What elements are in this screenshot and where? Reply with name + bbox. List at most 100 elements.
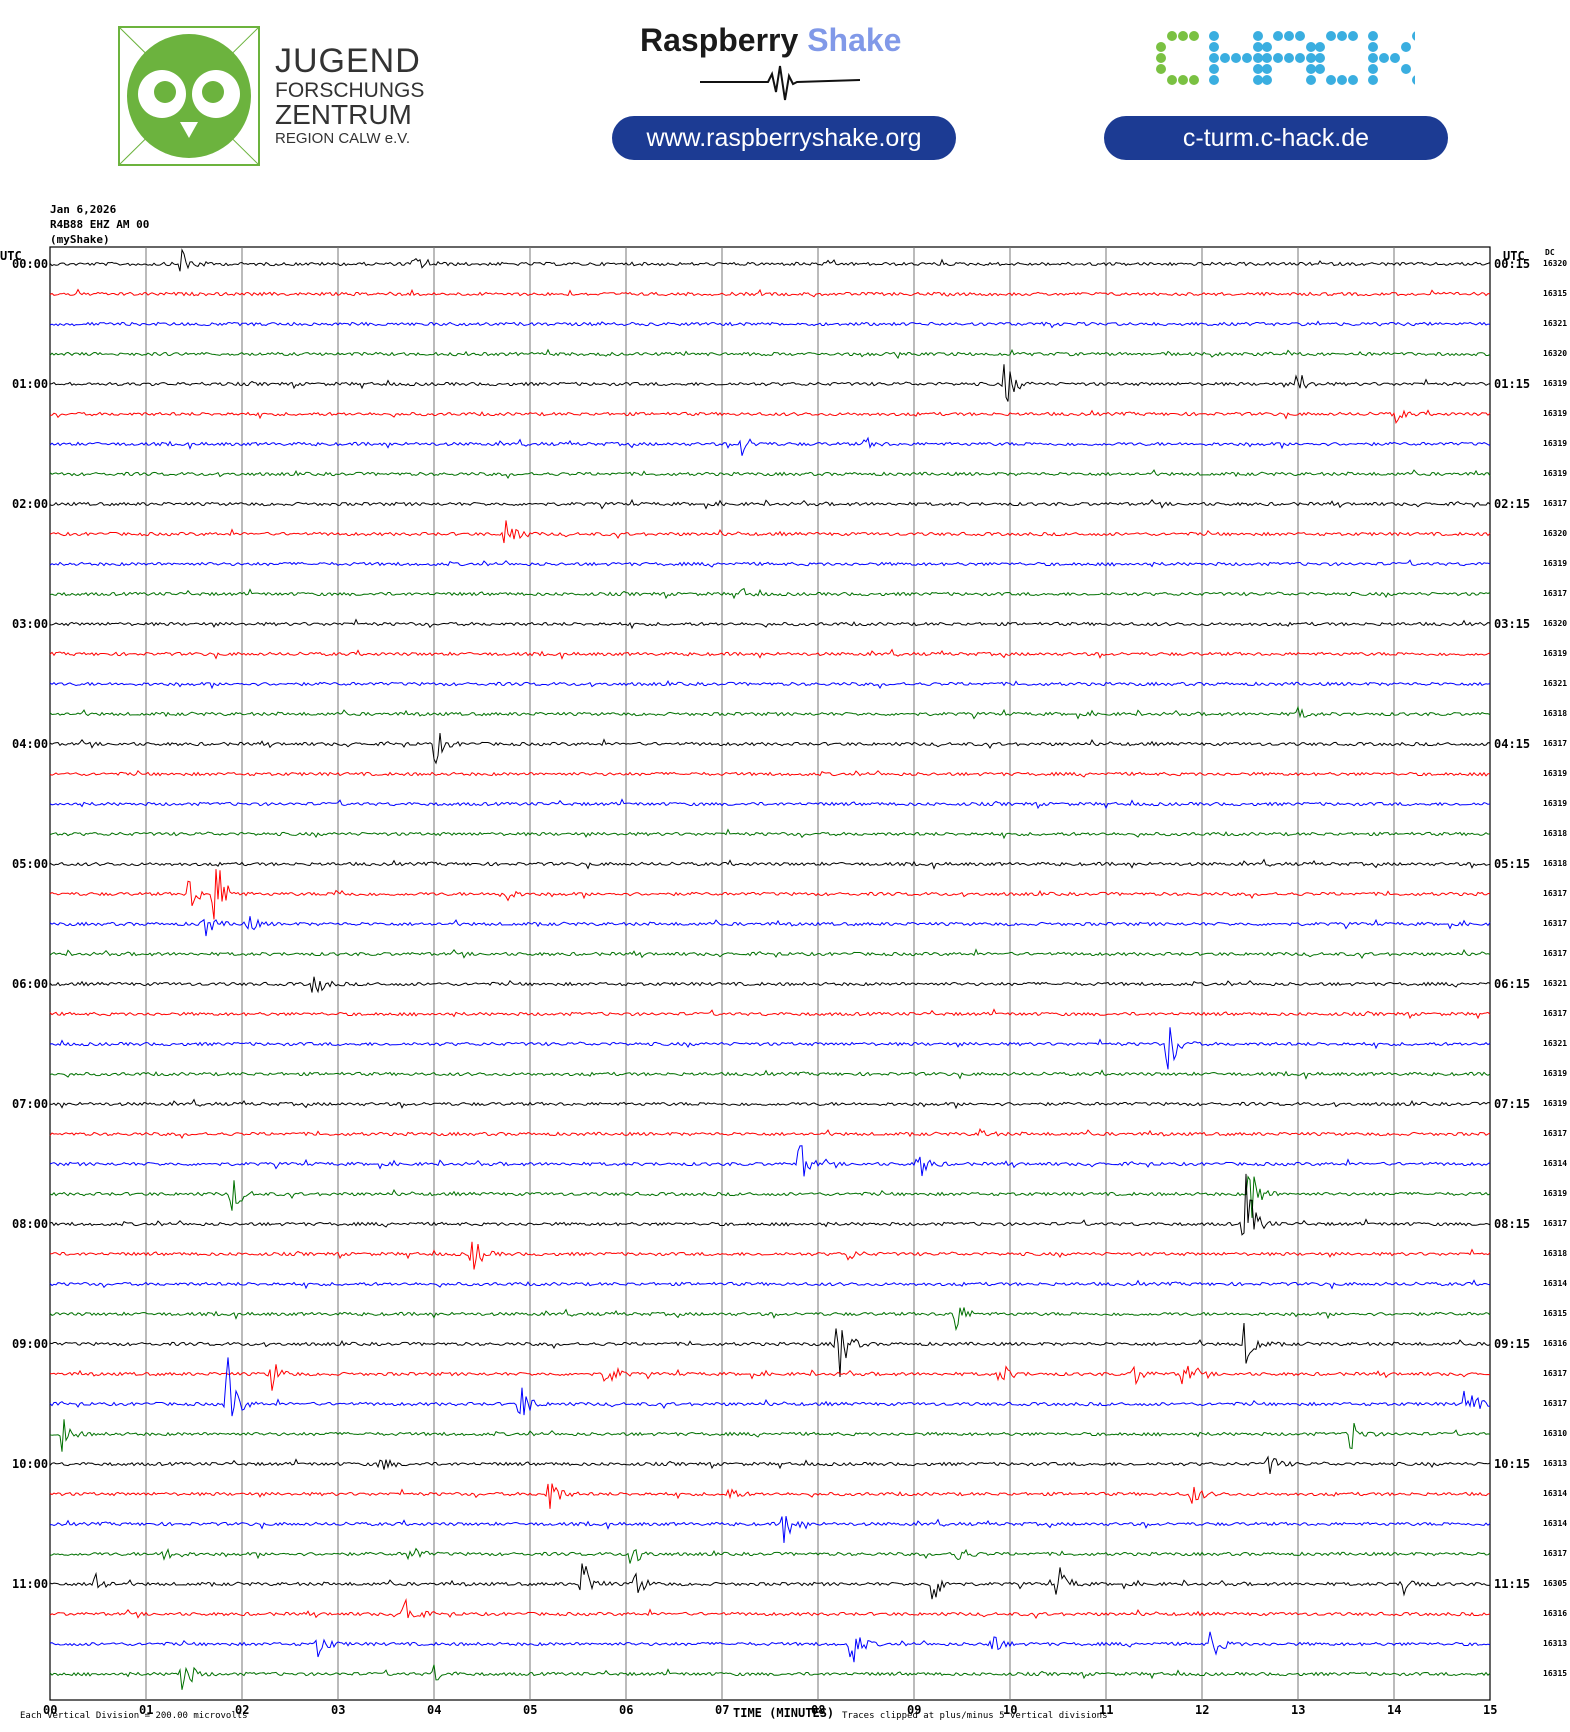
x-tick-label: 04 (427, 1703, 442, 1717)
trace-row-9 (49, 520, 1491, 544)
chack-dot (1178, 31, 1188, 41)
raspberry-shake-logo: Raspberry Shake (640, 22, 930, 59)
chack-dot (1156, 64, 1166, 74)
chack-dot (1379, 53, 1389, 63)
footer-clip: Traces clipped at plus/minus 5 vertical … (842, 1711, 1108, 1721)
chack-dot (1306, 64, 1316, 74)
chack-dot (1284, 31, 1294, 41)
chack-dot (1156, 53, 1166, 63)
hour-label-right: 06:15 (1494, 977, 1531, 991)
dc-value: 16317 (1543, 1399, 1568, 1408)
dc-value: 16321 (1543, 319, 1568, 328)
trace-row-27 (49, 1069, 1491, 1080)
x-tick-label: 13 (1291, 1703, 1306, 1717)
chack-dot (1167, 75, 1177, 85)
chack-dot (1326, 31, 1336, 41)
chack-dot (1368, 53, 1378, 63)
dc-value: 16314 (1543, 1159, 1568, 1168)
hour-label-right: 05:15 (1494, 857, 1531, 871)
dc-value: 16318 (1543, 829, 1568, 838)
trace-row-33 (50, 1241, 1491, 1270)
chack-dot (1262, 75, 1272, 85)
dc-value: 16319 (1543, 379, 1568, 388)
chack-dot (1253, 42, 1263, 52)
rs-word-1: Raspberry (640, 22, 799, 58)
jfz-line-1: JUGEND (275, 42, 421, 80)
hour-label-left: 06:00 (12, 977, 49, 991)
dc-value: 16317 (1543, 1009, 1568, 1018)
x-tick-label: 15 (1483, 1703, 1498, 1717)
hour-label-right: 00:15 (1494, 257, 1531, 271)
chack-dot (1348, 75, 1358, 85)
trace-row-26 (49, 1027, 1491, 1070)
chack-dot (1401, 42, 1411, 52)
rs-word-2: Shake (807, 22, 902, 58)
chack-dot (1295, 31, 1305, 41)
trace-row-24 (49, 976, 1491, 994)
hour-label-left: 04:00 (12, 737, 49, 751)
x-tick-label: 14 (1387, 1703, 1402, 1717)
trace-row-25 (49, 1008, 1491, 1020)
x-tick-label: 12 (1195, 1703, 1210, 1717)
dc-value: 16320 (1543, 619, 1568, 628)
dc-value: 16317 (1543, 1129, 1568, 1138)
hour-label-left: 01:00 (12, 377, 49, 391)
dc-value: 16319 (1543, 559, 1568, 568)
chack-dot (1253, 31, 1263, 41)
dc-value: 16318 (1543, 709, 1568, 718)
traces (49, 248, 1491, 1690)
chack-dot (1368, 31, 1378, 41)
hour-label-right: 08:15 (1494, 1217, 1531, 1231)
trace-row-17 (49, 769, 1490, 778)
chack-dot (1368, 75, 1378, 85)
trace-row-3 (49, 348, 1491, 360)
trace-row-29 (49, 1128, 1491, 1140)
trace-row-0 (49, 248, 1491, 272)
chack-logo (1156, 31, 1415, 85)
header-station: R4B88 EHZ AM 00 (50, 218, 150, 231)
chack-dot (1306, 53, 1316, 63)
dc-value: 16317 (1543, 499, 1568, 508)
hour-label-left: 05:00 (12, 857, 49, 871)
jfz-line-3: ZENTRUM (275, 99, 412, 130)
chack-dot (1178, 75, 1188, 85)
chack-dot (1209, 64, 1219, 74)
chack-dot (1262, 53, 1272, 63)
x-tick-label: 11 (1099, 1703, 1114, 1717)
trace-row-21 (49, 869, 1491, 920)
dc-value: 16319 (1543, 409, 1568, 418)
chack-dot (1295, 53, 1305, 63)
trace-row-39 (49, 1419, 1491, 1452)
hour-label-left: 02:00 (12, 497, 49, 511)
hour-label-left: 08:00 (12, 1217, 49, 1231)
trace-row-2 (49, 320, 1491, 329)
dc-value: 16315 (1543, 1669, 1568, 1678)
dc-value: 16317 (1543, 1219, 1568, 1228)
dc-value: 16317 (1543, 889, 1568, 898)
trace-row-14 (49, 679, 1491, 690)
hour-label-right: 10:15 (1494, 1457, 1531, 1471)
x-tick-label: 01 (139, 1703, 154, 1717)
trace-row-5 (49, 409, 1491, 425)
chack-dot (1337, 75, 1347, 85)
chack-dot (1167, 31, 1177, 41)
chack-dot (1412, 31, 1415, 41)
trace-row-6 (49, 436, 1491, 456)
chack-dot (1262, 42, 1272, 52)
left-axis-title: UTC (0, 249, 22, 263)
chack-dot (1401, 64, 1411, 74)
trace-row-44 (49, 1563, 1491, 1600)
dc-value: 16317 (1543, 919, 1568, 928)
dc-value: 16314 (1543, 1489, 1568, 1498)
dc-value: 16321 (1543, 1039, 1568, 1048)
chack-dot (1368, 42, 1378, 52)
chack-dot (1220, 53, 1230, 63)
chack-url-link[interactable]: c-turm.c-hack.de (1104, 116, 1448, 160)
hour-label-right: 02:15 (1494, 497, 1531, 511)
trace-row-16 (49, 732, 1491, 765)
rs-url-link[interactable]: www.raspberryshake.org (612, 116, 956, 160)
rs-seismo-icon (700, 65, 860, 101)
dc-title: DC (1545, 248, 1555, 257)
trace-row-13 (49, 648, 1491, 660)
trace-row-10 (49, 559, 1491, 568)
